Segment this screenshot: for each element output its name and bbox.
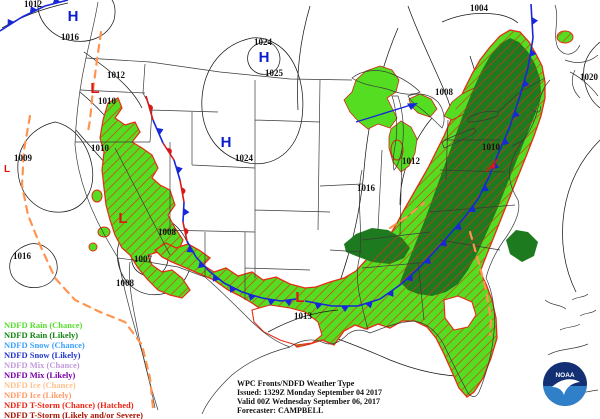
info-line: Forecaster: CAMPBELL	[237, 406, 324, 415]
high-pressure-center: H	[221, 134, 232, 151]
cold-front-triangle-icon	[175, 166, 183, 174]
pressure-label: 1025	[265, 68, 284, 78]
trough-line	[388, 201, 426, 230]
rain-likely-patch-carolina-coast	[506, 230, 538, 262]
trough-lines	[20, 30, 493, 410]
cold-front-triangle-icon	[439, 239, 447, 247]
pressure-label: 1012	[402, 156, 421, 166]
cold-front-triangle-icon	[229, 285, 237, 293]
pressure-label: 1010	[91, 143, 110, 153]
warm-front-semicircle-icon	[184, 227, 189, 236]
legend-item: NDFD Ice (Likely)	[4, 390, 72, 400]
pressure-label: 1008	[116, 278, 135, 288]
issuance-info: WPC Fronts/NDFD Weather Type Issued: 1329…	[237, 379, 382, 415]
cold-front-triangle-icon	[406, 274, 413, 282]
info-line: Issued: 1329Z Monday September 04 2017	[237, 388, 382, 397]
noaa-logo-text: NOAA	[555, 372, 574, 379]
cold-front-triangle-icon	[284, 299, 293, 306]
low-pressure-center: L	[295, 289, 304, 306]
pressure-label: 1007	[134, 254, 153, 264]
pressure-label: 1024	[254, 37, 273, 47]
pressure-label: 1010	[482, 142, 501, 152]
cold-front-triangle-icon	[531, 17, 538, 25]
dry-notch-texas	[251, 304, 323, 346]
warm-front-semicircle-icon	[148, 104, 153, 112]
pressure-label: 1012	[24, 0, 43, 9]
cold-front-triangle-icon	[198, 261, 206, 269]
cold-front-triangle-icon	[29, 6, 38, 14]
tstorm-contour-michigan	[390, 139, 404, 161]
rain-chance-area-wisconsin	[343, 65, 400, 130]
trough-line	[86, 30, 103, 134]
cold-front-triangle-icon	[386, 289, 394, 297]
dry-notch-florida	[443, 295, 477, 331]
warm-front-semicircle-icon	[489, 162, 496, 169]
pressure-label: 1016	[61, 32, 80, 42]
legend-item: NDFD Rain (Likely)	[4, 330, 79, 340]
pressure-label: 1008	[158, 227, 177, 237]
cold-front-triangle-icon	[522, 79, 530, 88]
front-lines	[0, 0, 538, 312]
legend-item: NDFD Snow (Chance)	[4, 340, 85, 350]
legend-item: NDFD T-Storm (Likely and/or Severe)	[4, 410, 143, 419]
pressure-label: 1009	[14, 153, 33, 163]
pressure-label: 1013	[294, 311, 313, 321]
legend-item: NDFD Mix (Chance)	[4, 360, 80, 370]
pressure-label: 1016	[13, 251, 32, 261]
legend-item: NDFD Mix (Likely)	[4, 370, 76, 380]
pressure-label: 1012	[107, 70, 126, 80]
legend-item: NDFD Snow (Likely)	[4, 350, 81, 360]
pressure-label: 1010	[98, 96, 117, 106]
geography-outlines	[74, 1, 599, 415]
pressure-label: 1020	[580, 72, 599, 82]
info-line: Valid 00Z Wednesday September 06, 2017	[237, 397, 380, 406]
cold-front-triangle-icon	[314, 302, 323, 310]
cold-front-triangle-icon	[248, 293, 256, 301]
cold-front-triangle-icon	[341, 306, 349, 312]
legend: NDFD Rain (Chance) NDFD Rain (Likely) NDFD…	[4, 320, 143, 419]
legend-item: NDFD T-Storm (Chance) (Hatched)	[4, 400, 134, 410]
pressure-labels: 1012 1016 1012 1010 1010 1009 1016 1007 1008 1008…	[4, 0, 599, 321]
cold-front-triangle-icon	[7, 18, 15, 27]
low-pressure-center: L	[90, 80, 99, 97]
high-pressure-center: H	[259, 49, 270, 66]
warm-front-semicircle-icon	[181, 187, 186, 195]
cold-front-triangle-icon	[501, 137, 509, 146]
pressure-label: 1004	[470, 3, 489, 13]
trough-line	[468, 230, 493, 337]
info-line: WPC Fronts/NDFD Weather Type	[237, 379, 355, 388]
precip-areas	[88, 29, 574, 398]
pressure-label: 1008	[435, 87, 454, 97]
cold-front-triangle-icon	[454, 222, 462, 230]
cold-front-triangle-icon	[468, 205, 476, 213]
high-pressure-center: H	[68, 8, 79, 25]
noaa-logo: NOAA	[542, 361, 588, 407]
low-pressure-center: L	[4, 164, 10, 175]
low-pressure-center: L	[118, 210, 127, 227]
legend-item: NDFD Rain (Chance)	[4, 320, 83, 330]
cold-front-triangle-icon	[481, 184, 489, 192]
cold-front-triangle-icon	[52, 0, 61, 5]
cold-front-triangle-icon	[365, 301, 373, 309]
cold-front-triangle-icon	[183, 208, 190, 216]
cold-front-triangle-icon	[267, 298, 276, 306]
shortwave-arrow-icon	[407, 103, 418, 110]
cold-front-triangle-icon	[423, 257, 431, 265]
cold-front-triangle-icon	[212, 274, 220, 282]
cold-front-triangle-icon	[156, 127, 164, 136]
cold-front-triangle-icon	[186, 245, 194, 253]
trough-line	[20, 114, 155, 410]
noaa-bird-icon	[552, 379, 580, 395]
pressure-label: 1016	[357, 183, 376, 193]
legend-item: NDFD Ice (Chance)	[4, 380, 76, 390]
warm-front-semicircle-icon	[166, 148, 172, 155]
pressure-label: 1024	[235, 153, 254, 163]
cold-front-triangle-icon	[512, 110, 520, 118]
cold-front-triangle-icon	[529, 49, 537, 57]
